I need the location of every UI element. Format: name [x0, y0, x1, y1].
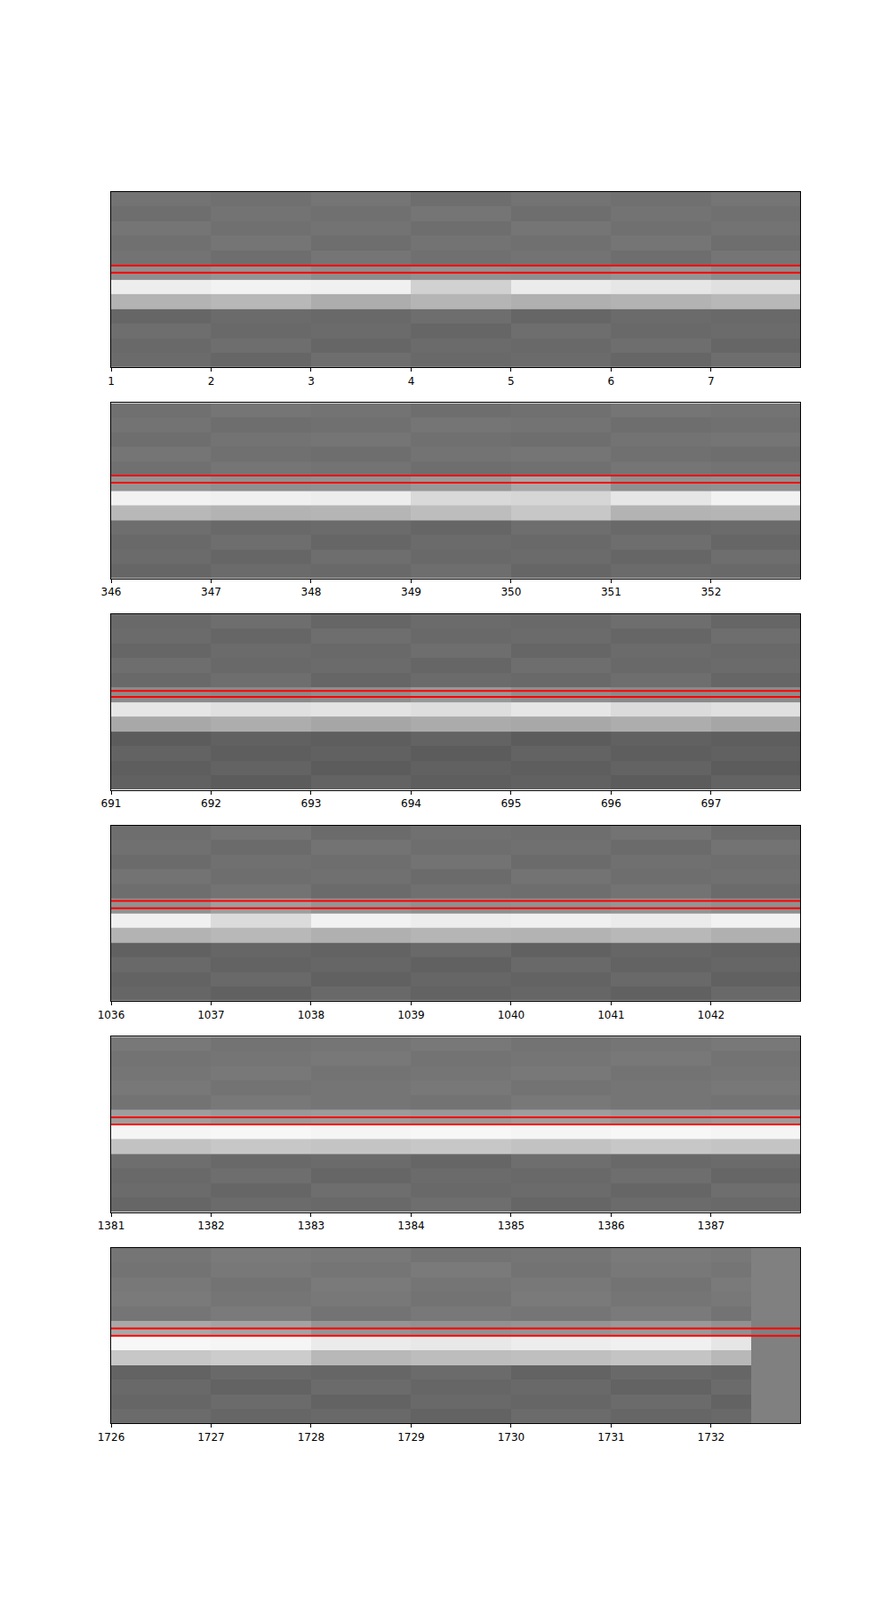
svg-text:1382: 1382: [197, 1219, 225, 1233]
svg-text:1040: 1040: [497, 1009, 526, 1022]
svg-text:350: 350: [500, 585, 521, 599]
svg-text:1731: 1731: [597, 1431, 625, 1444]
svg-text:1387: 1387: [697, 1219, 726, 1233]
svg-text:1381: 1381: [97, 1219, 126, 1233]
svg-text:351: 351: [600, 585, 622, 599]
svg-text:1386: 1386: [597, 1219, 625, 1233]
svg-text:1732: 1732: [697, 1431, 726, 1444]
svg-text:696: 696: [600, 797, 622, 810]
svg-text:6: 6: [608, 375, 616, 388]
svg-text:1728: 1728: [297, 1431, 326, 1444]
svg-text:1727: 1727: [197, 1431, 225, 1444]
svg-text:1036: 1036: [97, 1009, 126, 1022]
svg-text:1730: 1730: [497, 1431, 526, 1444]
svg-text:692: 692: [200, 797, 222, 810]
svg-text:2: 2: [208, 375, 216, 388]
svg-text:347: 347: [200, 585, 222, 599]
svg-text:1385: 1385: [497, 1219, 526, 1233]
svg-text:1042: 1042: [697, 1009, 726, 1022]
svg-text:1037: 1037: [197, 1009, 225, 1022]
svg-text:695: 695: [500, 797, 521, 810]
svg-text:1039: 1039: [397, 1009, 425, 1022]
svg-text:1383: 1383: [297, 1219, 326, 1233]
svg-text:697: 697: [700, 797, 721, 810]
svg-text:691: 691: [101, 797, 122, 810]
svg-text:693: 693: [301, 797, 322, 810]
svg-text:1384: 1384: [397, 1219, 425, 1233]
svg-text:1729: 1729: [397, 1431, 425, 1444]
svg-text:349: 349: [400, 585, 422, 599]
svg-text:4: 4: [408, 375, 416, 388]
svg-text:1726: 1726: [97, 1431, 126, 1444]
svg-text:348: 348: [301, 585, 322, 599]
svg-text:346: 346: [101, 585, 122, 599]
svg-text:1: 1: [107, 375, 115, 388]
svg-text:3: 3: [307, 375, 315, 388]
svg-text:1041: 1041: [597, 1009, 625, 1022]
svg-text:694: 694: [400, 797, 422, 810]
svg-text:1038: 1038: [297, 1009, 326, 1022]
svg-text:5: 5: [507, 375, 515, 388]
svg-text:352: 352: [700, 585, 721, 599]
svg-text:7: 7: [707, 375, 715, 388]
